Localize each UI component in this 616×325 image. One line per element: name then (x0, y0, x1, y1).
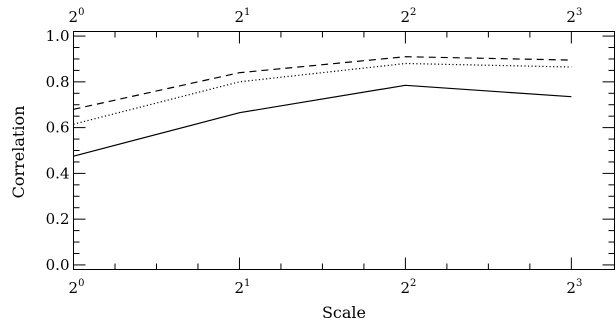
y-tick-label: 1.0 (46, 27, 70, 45)
x-tick-label-top: 21 (234, 7, 250, 26)
x-axis-label: Scale (322, 303, 366, 322)
x-tick-label-top: 20 (69, 7, 85, 26)
x-tick-label-top: 23 (566, 7, 582, 26)
series-lines (73, 56, 572, 157)
y-tick-label: 0.8 (46, 73, 70, 91)
x-tick-label-bottom: 20 (69, 278, 85, 297)
y-axis-label: Correlation (9, 106, 28, 199)
y-tick-label: 0.2 (46, 210, 70, 228)
x-tick-label-bottom: 23 (566, 278, 582, 297)
series-line-dotted (73, 62, 572, 125)
x-tick-label-bottom: 21 (234, 278, 250, 297)
plot-frame (73, 31, 615, 270)
ticks (73, 31, 615, 270)
y-tick-label: 0.6 (46, 119, 70, 137)
y-tick-label: 0.4 (46, 164, 70, 182)
series-line-dashed (73, 56, 572, 110)
x-tick-label-bottom: 22 (400, 278, 416, 297)
y-tick-label: 0.0 (46, 256, 70, 274)
x-tick-label-top: 22 (400, 7, 416, 26)
series-line-solid (73, 84, 572, 157)
